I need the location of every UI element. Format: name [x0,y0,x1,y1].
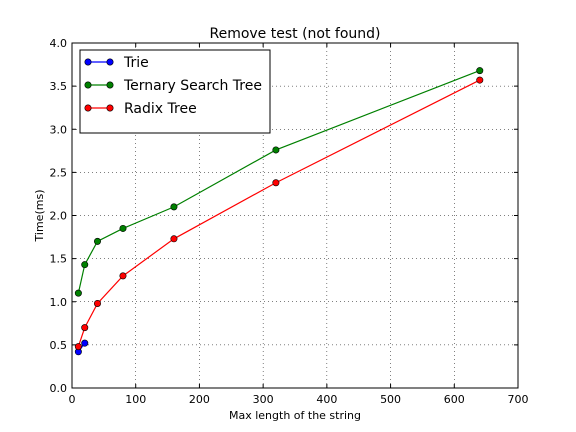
data-point [93,237,101,245]
x-tick-label: 500 [380,393,401,406]
legend-marker [106,81,114,89]
y-tick-label: 0.5 [50,339,68,352]
data-point [170,203,178,211]
legend-marker [84,58,92,66]
data-point [476,76,484,84]
x-tick-label: 0 [69,393,76,406]
data-point [74,343,82,351]
legend-marker [84,104,92,112]
x-tick-label: 300 [253,393,274,406]
data-point [119,224,127,232]
legend-marker [106,104,114,112]
data-point [81,339,89,347]
data-point [119,272,127,280]
grid [72,43,518,388]
x-tick-label: 100 [125,393,146,406]
y-tick-label: 2.5 [50,166,68,179]
data-point [81,324,89,332]
chart-title: Remove test (not found) [209,26,380,42]
y-tick-label: 3.5 [50,80,68,93]
x-axis-title: Max length of the string [229,409,361,422]
series-layer [74,67,484,356]
ticks: 0 100 200 300 400 500 600 700 0.0 0.5 1.0 1.5 2.0 2.5… [50,37,529,406]
y-tick-label: 2.0 [50,210,68,223]
data-point [272,146,280,154]
y-tick-label: 4.0 [50,37,68,50]
y-tick-label: 3.0 [50,123,68,136]
x-tick-label: 700 [508,393,529,406]
x-tick-label: 200 [189,393,210,406]
legend-marker [106,58,114,66]
legend-label: Ternary Search Tree [123,78,262,94]
y-tick-label: 1.0 [50,296,68,309]
data-point [272,179,280,187]
x-tick-label: 600 [444,393,465,406]
legend: Trie Ternary Search Tree Radix Tree [79,49,271,134]
y-tick-label: 1.5 [50,253,68,266]
x-tick-label: 400 [316,393,337,406]
data-point [170,235,178,243]
legend-marker [84,81,92,89]
data-point [81,261,89,269]
data-point [476,67,484,75]
data-point [93,299,101,307]
legend-label: Trie [123,55,149,71]
y-axis-title: Time(ms) [33,190,46,243]
data-point [74,289,82,297]
y-tick-label: 0.0 [50,382,68,395]
legend-label: Radix Tree [124,101,197,117]
